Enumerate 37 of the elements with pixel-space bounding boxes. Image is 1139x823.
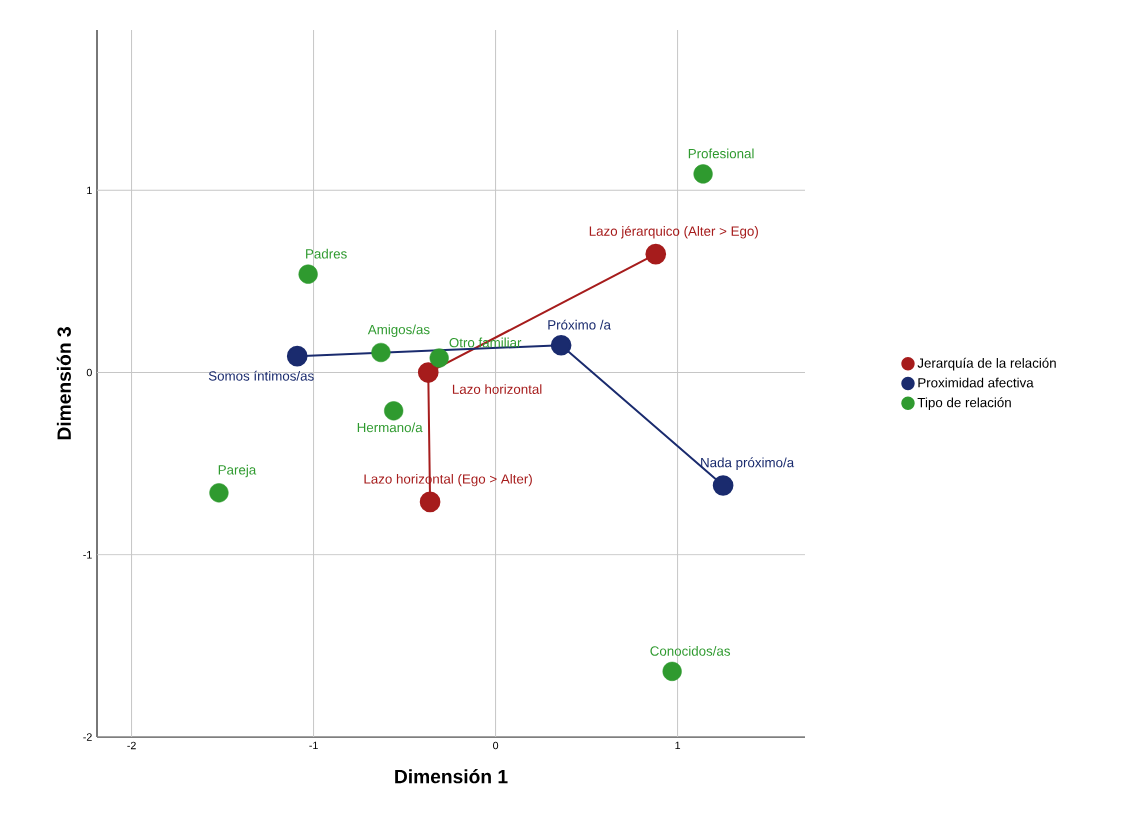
y-tick-label: -2 [83,733,92,741]
annotation: Pareja [218,464,257,478]
point [417,362,439,383]
point [550,334,572,356]
annotation: Hermano/a [357,422,423,433]
point [298,264,318,284]
annotation: Próximo /a [548,319,611,330]
y-tick-label: 0 [86,368,92,377]
point [286,345,308,367]
legend-label: Tipo de relación [917,397,1011,410]
annotation: Lazo jérarquico (Alter > Ego) [589,225,758,239]
annotation: Padres [306,248,347,259]
point [429,348,449,368]
y-tick-label: -1 [83,551,92,559]
x-tick-label: -1 [309,741,318,750]
point [662,661,682,681]
annotation: Lazo horizontal [452,384,542,394]
point [209,483,229,503]
x-tick-label: -2 [127,741,136,750]
annotation: Profesional [688,148,754,159]
legend-label: Proximidad afectiva [918,377,1034,388]
x-tick-label: 1 [675,741,681,750]
point [712,475,734,496]
y-tick-label: 1 [87,186,92,195]
annotation: Somos íntimos/as [208,370,314,381]
point [371,342,391,363]
point [693,164,713,184]
point [384,401,404,421]
x-axis-title: Dimensión 1 [395,769,508,784]
point [645,243,667,265]
annotation: Amigos/as [367,324,430,337]
legend-label: Jerarquía de la relación [917,357,1056,371]
annotation: Nada próximo/a [701,457,795,470]
annotation: Conocidos/as [650,646,731,656]
point [419,491,441,513]
y-axis-title: Dimensión 3 [56,327,71,440]
x-tick-label: 0 [493,741,499,750]
